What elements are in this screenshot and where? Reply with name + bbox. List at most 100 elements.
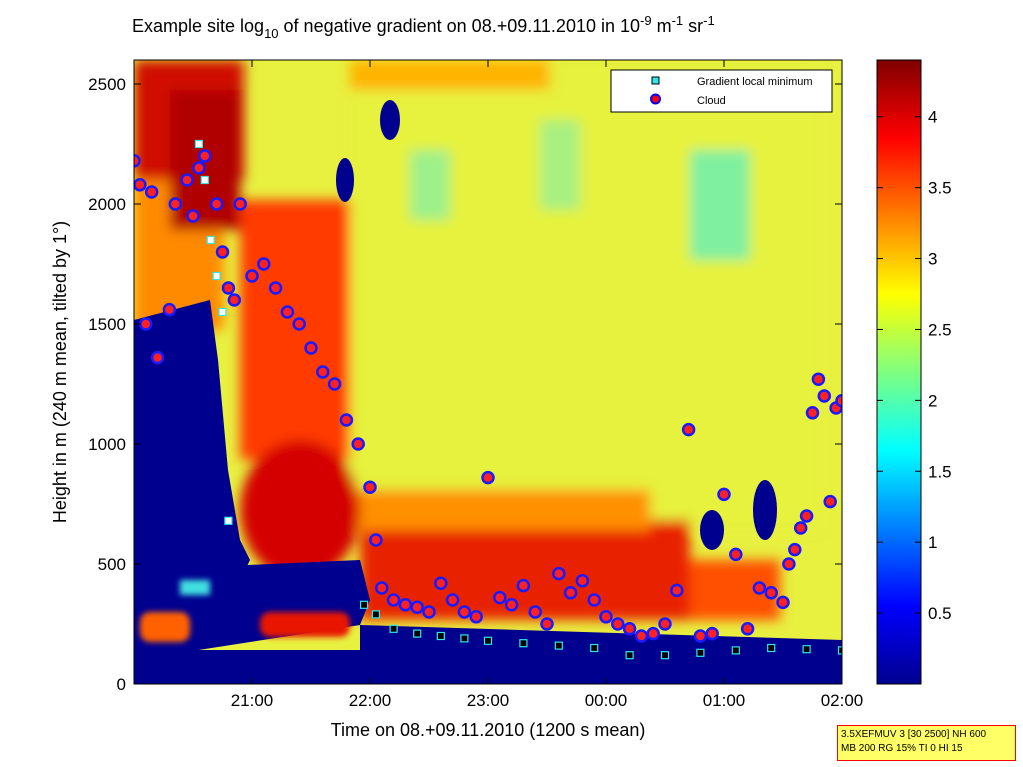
cloud-marker bbox=[192, 161, 206, 175]
cloud-marker bbox=[729, 547, 743, 562]
x-tick-label: 21:00 bbox=[231, 691, 274, 710]
cloud-marker bbox=[681, 422, 696, 437]
cloud-marker bbox=[180, 173, 194, 187]
red-blob bbox=[240, 440, 360, 580]
cloud-marker bbox=[776, 595, 790, 610]
colorbar-gradient bbox=[876, 59, 922, 685]
cloud-marker bbox=[280, 305, 295, 319]
cloud-marker bbox=[634, 629, 649, 643]
x-tick-label: 23:00 bbox=[467, 691, 510, 710]
cloud-marker bbox=[162, 302, 177, 317]
gradient-minimum-marker bbox=[554, 641, 563, 650]
gradient-minimum-marker bbox=[360, 600, 369, 609]
x-tick-label: 00:00 bbox=[585, 691, 628, 710]
y-tick-label: 1000 bbox=[88, 435, 126, 454]
gradient-minimum-marker bbox=[212, 271, 221, 281]
y-tick-label: 0 bbox=[117, 675, 126, 694]
cloud-marker bbox=[134, 178, 147, 192]
gradient-minimum-marker bbox=[194, 139, 203, 149]
cloud-marker bbox=[817, 389, 832, 403]
no-data-patch bbox=[753, 480, 777, 540]
cloud-marker bbox=[469, 610, 483, 624]
marker-layer bbox=[134, 139, 842, 660]
cloud-marker bbox=[369, 533, 383, 547]
colorbar-tick-label: 3 bbox=[928, 250, 937, 269]
low-red-streak bbox=[260, 612, 350, 637]
cloud-marker bbox=[233, 197, 247, 211]
y-axis-label: Height in m (240 m mean, tilted by 1°) bbox=[50, 221, 70, 523]
cloud-marker bbox=[150, 350, 165, 365]
colorbar-tick-label: 2.5 bbox=[928, 320, 952, 339]
cloud-marker bbox=[516, 578, 531, 593]
cloud-marker bbox=[398, 598, 413, 612]
cloud-marker bbox=[587, 593, 601, 607]
colorbar: 0.5 1 1.5 2 2.5 3 3.5 4 bbox=[876, 59, 952, 685]
cyan-pocket bbox=[540, 120, 580, 210]
info-line-2: MB 200 RG 15% TI 0 HI 15 bbox=[841, 743, 963, 754]
gradient-minimum-marker bbox=[837, 646, 842, 655]
legend-label-gradient-minimum: Gradient local minimum bbox=[697, 76, 813, 88]
upper-yellow-field bbox=[350, 60, 820, 530]
x-tick-label: 22:00 bbox=[349, 691, 392, 710]
chart-title: Example site log10 of negative gradient … bbox=[132, 13, 715, 41]
cloud-marker bbox=[658, 617, 672, 631]
legend-box bbox=[610, 69, 833, 113]
cloud-marker bbox=[445, 593, 460, 607]
cloud-marker bbox=[540, 617, 554, 631]
parameter-info-box: 3.5XEFMUV 3 [30 2500] NH 600 MB 200 RG 1… bbox=[837, 725, 1016, 761]
gradient-minimum-marker bbox=[625, 651, 634, 660]
x-axis-label: Time on 08.+09.11.2010 (1200 s mean) bbox=[331, 720, 646, 740]
colorbar-tick-label: 2 bbox=[928, 391, 937, 410]
no-data-regions bbox=[134, 100, 842, 684]
diagonal-red-band bbox=[240, 200, 350, 460]
colorbar-tick-label: 4 bbox=[928, 108, 937, 127]
cloud-marker bbox=[339, 413, 354, 427]
no-data-strip bbox=[360, 625, 842, 684]
y-tick-label: 2500 bbox=[88, 75, 126, 94]
gradient-minimum-marker bbox=[483, 636, 493, 645]
cloud-marker bbox=[227, 293, 242, 307]
cloud-marker bbox=[493, 590, 507, 605]
cloud-marker bbox=[215, 245, 230, 259]
cloud-marker bbox=[351, 437, 365, 451]
info-line-1: 3.5XEFMUV 3 [30 2500] NH 600 bbox=[841, 729, 987, 740]
cloud-marker bbox=[327, 377, 342, 391]
cloud-marker bbox=[245, 269, 259, 283]
gradient-minimum-marker bbox=[206, 235, 215, 245]
no-data-patch bbox=[700, 510, 724, 550]
cloud-marker bbox=[693, 629, 708, 643]
cloud-marker bbox=[363, 480, 377, 494]
cloud-marker bbox=[670, 583, 684, 598]
cloud-marker bbox=[268, 281, 283, 295]
cloud-marker bbox=[386, 593, 401, 607]
colorbar-tick-label: 1 bbox=[928, 533, 937, 552]
cloud-marker bbox=[410, 600, 424, 614]
cloud-marker bbox=[168, 197, 183, 211]
colorbar-tick-label: 3.5 bbox=[928, 179, 952, 198]
cloud-marker bbox=[782, 557, 796, 571]
cloud-marker bbox=[375, 581, 389, 595]
x-tick-label: 02:00 bbox=[821, 691, 864, 710]
cloud-marker bbox=[705, 626, 719, 641]
gradient-minimum-marker bbox=[389, 624, 398, 633]
cloud-marker bbox=[740, 622, 755, 636]
gradient-minimum-marker bbox=[371, 610, 380, 619]
y-tick-label: 1500 bbox=[88, 315, 126, 334]
cyan-sliver bbox=[180, 580, 210, 595]
cloud-marker bbox=[835, 394, 842, 408]
legend-circle-marker bbox=[650, 93, 661, 105]
cloud-marker bbox=[257, 257, 271, 271]
cloud-marker bbox=[563, 586, 578, 600]
orange-band bbox=[350, 60, 550, 90]
cyan-pocket bbox=[410, 150, 450, 220]
cloud-marker bbox=[793, 521, 808, 535]
colorbar-ticks: 0.5 1 1.5 2 2.5 3 3.5 4 bbox=[877, 108, 952, 623]
cloud-marker bbox=[481, 470, 495, 485]
gradient-minimum-marker bbox=[460, 634, 469, 643]
gradient-minimum-marker bbox=[767, 643, 776, 653]
colorbar-tick-label: 0.5 bbox=[928, 604, 952, 623]
gradient-minimum-marker bbox=[731, 646, 740, 655]
legend-label-cloud: Cloud bbox=[697, 95, 726, 107]
legend: Gradient local minimum Cloud bbox=[610, 69, 833, 113]
